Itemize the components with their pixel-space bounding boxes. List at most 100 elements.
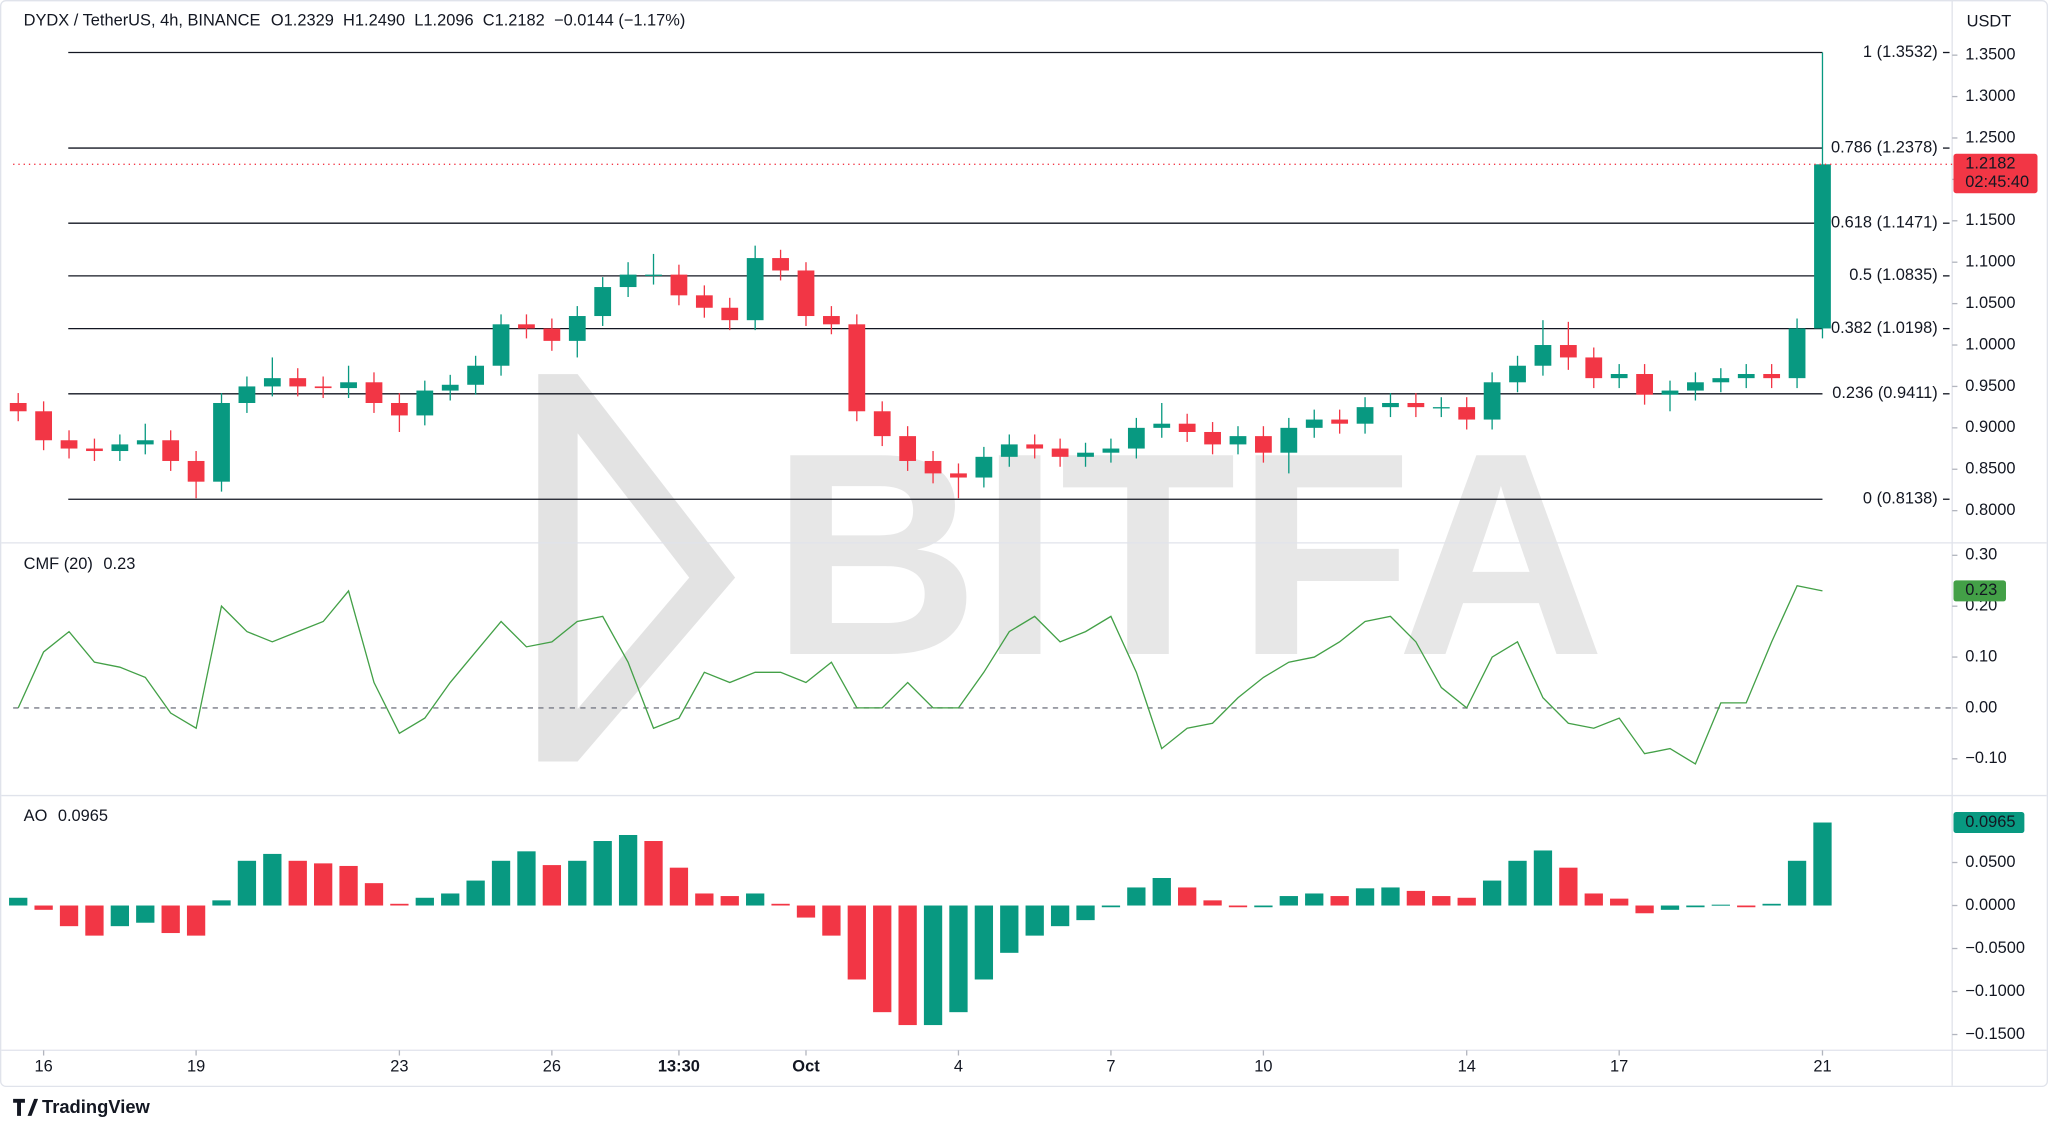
ao-bar <box>568 860 587 906</box>
fib-label: 0.236 (0.9411) <box>1832 384 1938 402</box>
watermark: BITFA <box>771 394 1605 716</box>
candle-body <box>1559 345 1577 358</box>
last-price: 1.2182 <box>1965 155 2015 173</box>
ao-bar <box>796 905 816 918</box>
ao-bar <box>263 853 282 906</box>
y-tick-label: 1.3000 <box>1965 87 2015 105</box>
candle-body <box>416 390 434 416</box>
y-tick-label: 1.3500 <box>1965 45 2015 63</box>
cmf-line <box>17 585 1823 765</box>
candle-body <box>797 270 815 317</box>
ao-bar <box>898 905 917 1026</box>
ao-bar <box>339 865 358 906</box>
ao-bar <box>1457 897 1476 906</box>
x-tick-label: Oct <box>792 1058 820 1076</box>
candle-body <box>187 460 205 482</box>
ao-bar <box>110 905 130 927</box>
candle-body <box>670 274 688 296</box>
ao-bar <box>542 865 562 906</box>
y-tick-label: 1.2500 <box>1965 128 2015 146</box>
fib-label: 0.786 (1.2378) <box>1831 138 1938 156</box>
fib-label: 1 (1.3532) <box>1863 43 1938 61</box>
candle-body <box>645 274 662 276</box>
ao-bar <box>618 834 638 906</box>
symbol: DYDX / TetherUS, 4h, BINANCE <box>24 11 261 29</box>
indicator-value: 0.23 <box>103 555 135 573</box>
candle-body <box>9 402 27 412</box>
ao-bar <box>491 860 511 906</box>
candle-body <box>518 324 535 329</box>
candle-body <box>441 384 459 391</box>
y-tick-label: 0.00 <box>1965 698 1997 716</box>
ao-bar <box>1533 850 1553 906</box>
fib-label: 0.5 (1.0835) <box>1849 266 1937 284</box>
candle-body <box>136 440 154 445</box>
x-tick-label: 19 <box>187 1058 205 1076</box>
ao-bar <box>923 905 943 1026</box>
ao-bar <box>1152 877 1171 906</box>
ao-bar <box>949 905 968 1013</box>
candle-body <box>162 440 180 461</box>
ao-bar <box>1813 822 1832 906</box>
candle-body <box>848 324 866 412</box>
ao-bar <box>59 905 79 927</box>
candle-body <box>1407 402 1425 408</box>
ao-bar <box>873 905 892 1013</box>
y-tick-label: 1.1500 <box>1965 211 2015 229</box>
candle-body <box>1432 407 1450 409</box>
candle-body <box>1737 374 1755 379</box>
ohlc-key: C <box>483 11 495 29</box>
y-tick-label: −0.10 <box>1965 749 2007 767</box>
last-price-badge <box>1953 153 2038 194</box>
ao-bar <box>1635 905 1654 914</box>
candle-body <box>492 324 510 366</box>
candle-body <box>1356 407 1374 424</box>
candle-body <box>1509 365 1526 383</box>
y-tick-label: 0.9500 <box>1965 377 2015 395</box>
ao-bar <box>1254 905 1273 908</box>
candle-body <box>975 456 993 478</box>
candle-body <box>1788 328 1806 379</box>
candle-body <box>721 307 739 321</box>
ao-bar <box>1228 905 1248 908</box>
candle-body <box>543 328 561 341</box>
ao-bar <box>669 867 689 906</box>
candle-body <box>238 386 256 403</box>
candle-body <box>1814 164 1831 329</box>
ao-bar <box>288 860 307 906</box>
y-tick-label: 0.8500 <box>1965 460 2015 478</box>
ao-bar <box>364 883 384 906</box>
candle-body <box>568 316 586 341</box>
y-tick-label: 1.1000 <box>1965 253 2015 271</box>
candle-body <box>35 411 53 441</box>
ao-bar <box>237 860 257 906</box>
candle-body <box>1382 402 1399 408</box>
candle-body <box>1534 345 1552 366</box>
frame <box>0 0 2048 1088</box>
ao-bar <box>136 905 155 923</box>
x-tick-label: 26 <box>543 1058 561 1076</box>
candle-body <box>695 295 713 308</box>
ao-bar <box>1406 890 1426 906</box>
candle-body <box>263 378 281 387</box>
candle-body <box>772 258 789 271</box>
candle-body <box>340 382 357 389</box>
ao-bar <box>1432 896 1451 906</box>
ohlc-value: 1.2329 <box>284 11 334 29</box>
ao-bar <box>1737 905 1756 908</box>
ao-bar <box>695 893 714 906</box>
candle-body <box>60 440 78 449</box>
ao-bar <box>186 905 206 936</box>
ao-bar <box>1381 887 1400 906</box>
indicator-badge <box>1953 580 2006 602</box>
candle-body <box>1712 378 1730 383</box>
candle-body <box>314 386 332 389</box>
candle-body <box>1636 374 1653 395</box>
candle-body <box>1051 448 1069 457</box>
change: −0.0144 (−1.17%) <box>554 11 685 29</box>
ao-bar <box>644 841 663 906</box>
ohlc-key: L <box>414 11 423 29</box>
candle-body <box>899 436 917 461</box>
